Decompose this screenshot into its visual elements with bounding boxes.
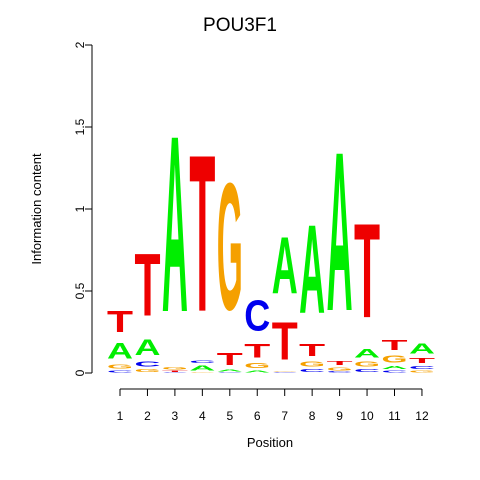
x-axis-label: Position	[247, 435, 293, 450]
logo-letter-t: T	[409, 357, 435, 365]
logo-letter-a: A	[189, 364, 215, 372]
logo-letter-a: A	[409, 340, 435, 357]
logo-letter-g: G	[134, 368, 160, 373]
logo-letter-c: C	[107, 370, 133, 373]
logo-letter-g: G	[244, 362, 270, 370]
x-axis: 1 2 3 4 5 6 7 8 9 10 11 12	[117, 388, 429, 423]
logo-letter-t: T	[107, 304, 133, 339]
logo-letter-g: G	[327, 367, 353, 372]
logo-letter-g: G	[409, 370, 435, 373]
y-tick-label: 2	[73, 41, 87, 48]
logo-letter-t: T	[354, 197, 380, 347]
y-tick-label: 0	[73, 369, 87, 376]
logo-letter-c: C	[134, 360, 160, 368]
logo-glyphs: CGATGCATCTGAGACTCATGAGTCCGTACGTACGTACGAT…	[107, 84, 435, 373]
logo-letter-a: A	[299, 198, 325, 339]
logo-letter-g: G	[217, 145, 243, 348]
logo-letter-g: G	[299, 360, 325, 368]
logo-letter-g: G	[189, 372, 215, 373]
logo-letter-t: T	[217, 349, 243, 368]
logo-letter-c: C	[354, 368, 380, 373]
y-tick-label: 1.5	[73, 118, 87, 135]
logo-letter-a: A	[107, 339, 133, 363]
logo-letter-t: T	[327, 360, 354, 366]
y-tick-label: 1	[73, 205, 87, 212]
logo-letter-g: G	[107, 363, 133, 370]
logo-letter-c: C	[382, 370, 408, 373]
logo-letter-a: A	[354, 347, 380, 360]
logo-letter-c: C	[299, 368, 325, 373]
x-tick-label: 11	[388, 409, 401, 423]
x-tick-label: 7	[281, 409, 288, 423]
logo-letter-g: G	[272, 371, 298, 372]
logo-letter-a: A	[244, 370, 270, 373]
x-tick-label: 10	[360, 409, 374, 423]
logo-letter-c: C	[244, 291, 270, 340]
logo-letter-t: T	[162, 371, 189, 373]
logo-letter-c: C	[272, 372, 298, 373]
logo-letter-c: C	[189, 360, 215, 364]
logo-letter-t: T	[244, 340, 270, 361]
y-tick-label: 0.5	[73, 282, 87, 299]
logo-letter-a: A	[162, 84, 188, 365]
logo-letter-t: T	[134, 235, 160, 335]
x-tick-label: 8	[309, 409, 316, 423]
logo-letter-t: T	[382, 337, 409, 354]
x-tick-label: 12	[415, 409, 429, 423]
x-tick-label: 9	[336, 409, 343, 423]
logo-letter-c: C	[217, 372, 243, 373]
logo-letter-c: C	[409, 365, 435, 370]
x-tick-label: 3	[172, 409, 179, 423]
x-tick-label: 5	[226, 409, 233, 423]
logo-letter-c: C	[162, 372, 188, 373]
logo-letter-a: A	[327, 106, 353, 359]
chart-title: POU3F1	[203, 15, 277, 36]
logo-letter-a: A	[217, 369, 243, 372]
logo-letter-g: G	[382, 354, 408, 365]
logo-letter-t: T	[299, 340, 325, 359]
logo-letter-a: A	[272, 222, 298, 311]
logo-letter-g: G	[162, 367, 188, 371]
logo-letter-t: T	[272, 312, 298, 372]
logo-letter-a: A	[382, 365, 408, 370]
x-tick-label: 1	[117, 409, 124, 423]
x-tick-label: 2	[144, 409, 151, 423]
logo-letter-g: G	[354, 360, 380, 368]
y-axis: 0 0.5 1 1.5 2	[73, 41, 93, 376]
logo-letter-a: A	[134, 336, 160, 360]
y-axis-label: Information content	[29, 153, 44, 265]
logo-letter-c: C	[327, 371, 353, 373]
logo-letter-t: T	[189, 109, 215, 359]
x-tick-label: 6	[254, 409, 261, 423]
x-tick-label: 4	[199, 409, 206, 423]
